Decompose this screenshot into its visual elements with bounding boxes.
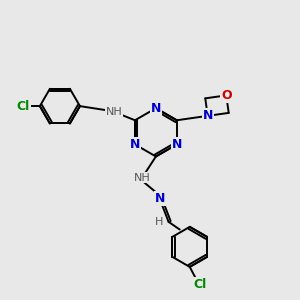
- Text: Cl: Cl: [16, 100, 30, 112]
- Text: N: N: [172, 138, 182, 151]
- Text: H: H: [155, 217, 163, 227]
- Text: N: N: [202, 109, 213, 122]
- Text: N: N: [151, 102, 161, 115]
- Text: N: N: [154, 192, 165, 206]
- Text: N: N: [130, 138, 140, 151]
- Text: NH: NH: [105, 107, 122, 117]
- Text: Cl: Cl: [194, 278, 207, 291]
- Text: NH: NH: [134, 173, 151, 183]
- Text: O: O: [221, 89, 232, 102]
